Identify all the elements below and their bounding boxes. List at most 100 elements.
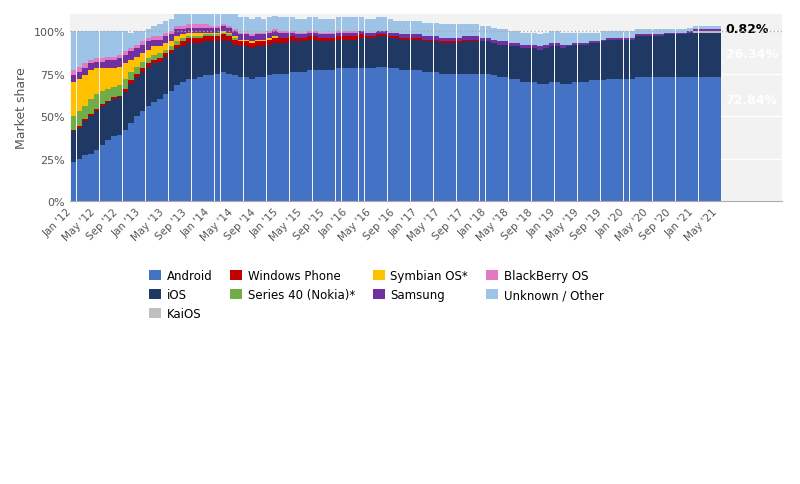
Bar xyxy=(520,34,526,45)
Bar xyxy=(365,37,370,39)
Bar xyxy=(99,105,105,106)
Bar xyxy=(502,45,508,78)
Bar xyxy=(169,51,174,54)
Bar xyxy=(301,35,306,39)
Text: 72.84%: 72.84% xyxy=(726,93,778,106)
Bar xyxy=(226,35,232,37)
Bar xyxy=(630,79,635,202)
Bar xyxy=(122,93,128,130)
Bar xyxy=(261,41,266,42)
Bar xyxy=(238,18,243,34)
Bar xyxy=(428,41,434,42)
Bar xyxy=(157,37,162,41)
Bar xyxy=(595,81,601,202)
Bar xyxy=(318,34,324,35)
Bar xyxy=(261,78,266,202)
Bar xyxy=(243,41,249,42)
Bar xyxy=(250,42,255,44)
Bar xyxy=(94,112,99,151)
Bar xyxy=(169,42,174,47)
Bar xyxy=(606,41,612,79)
Bar xyxy=(214,35,220,37)
Bar xyxy=(99,69,105,91)
Bar xyxy=(232,45,238,76)
Bar xyxy=(376,35,382,37)
Bar xyxy=(370,39,376,69)
Bar xyxy=(480,27,486,39)
Bar xyxy=(590,42,594,44)
Bar xyxy=(416,41,422,71)
Bar xyxy=(543,45,549,49)
Bar xyxy=(157,54,162,59)
Bar xyxy=(342,32,347,34)
Bar xyxy=(635,30,641,35)
Bar xyxy=(140,42,146,45)
Bar xyxy=(272,44,278,75)
Bar xyxy=(140,62,146,69)
Bar xyxy=(347,69,353,202)
Bar xyxy=(549,83,554,202)
Bar xyxy=(226,27,232,29)
Bar xyxy=(422,41,428,42)
Bar xyxy=(117,68,122,86)
Bar xyxy=(497,42,502,45)
Bar xyxy=(376,18,382,32)
Bar xyxy=(203,12,209,25)
Bar xyxy=(290,73,295,202)
Bar xyxy=(705,30,710,32)
Bar xyxy=(318,39,324,42)
Bar xyxy=(399,35,405,39)
Bar xyxy=(342,37,347,41)
Bar xyxy=(353,32,358,34)
Bar xyxy=(347,18,353,32)
Bar xyxy=(255,47,261,78)
Bar xyxy=(134,58,139,68)
Bar xyxy=(698,34,704,78)
Bar xyxy=(716,34,722,78)
Bar xyxy=(358,69,364,202)
Bar xyxy=(543,49,549,85)
Bar xyxy=(422,23,428,37)
Bar xyxy=(399,41,405,71)
Bar xyxy=(151,41,157,47)
Bar xyxy=(514,47,520,79)
Bar xyxy=(457,39,462,42)
Bar xyxy=(77,112,82,127)
Bar xyxy=(238,41,243,42)
Bar xyxy=(307,32,313,34)
Bar xyxy=(117,96,122,98)
Bar xyxy=(82,122,88,156)
Bar xyxy=(151,61,157,64)
Bar xyxy=(88,64,94,71)
Bar xyxy=(531,45,537,49)
Bar xyxy=(163,22,169,34)
Bar xyxy=(416,71,422,202)
Bar xyxy=(88,61,94,64)
Bar xyxy=(382,68,387,202)
Bar xyxy=(405,39,410,41)
Bar xyxy=(198,34,203,37)
Bar xyxy=(307,71,313,202)
Bar xyxy=(342,69,347,202)
Bar xyxy=(676,78,681,202)
Bar xyxy=(255,35,261,41)
Bar xyxy=(543,85,549,202)
Bar xyxy=(151,47,157,56)
Bar xyxy=(111,98,117,100)
Bar xyxy=(353,18,358,32)
Bar xyxy=(491,41,497,44)
Bar xyxy=(405,35,410,39)
Bar xyxy=(653,78,658,202)
Bar xyxy=(186,29,191,34)
Bar xyxy=(192,37,198,39)
Bar xyxy=(128,61,134,73)
Bar xyxy=(365,39,370,69)
Bar xyxy=(474,25,479,37)
Bar xyxy=(232,30,238,32)
Bar xyxy=(174,30,180,37)
Bar xyxy=(82,64,88,69)
Bar xyxy=(710,78,716,202)
Bar xyxy=(284,34,290,39)
Bar xyxy=(278,34,284,39)
Bar xyxy=(209,37,214,42)
